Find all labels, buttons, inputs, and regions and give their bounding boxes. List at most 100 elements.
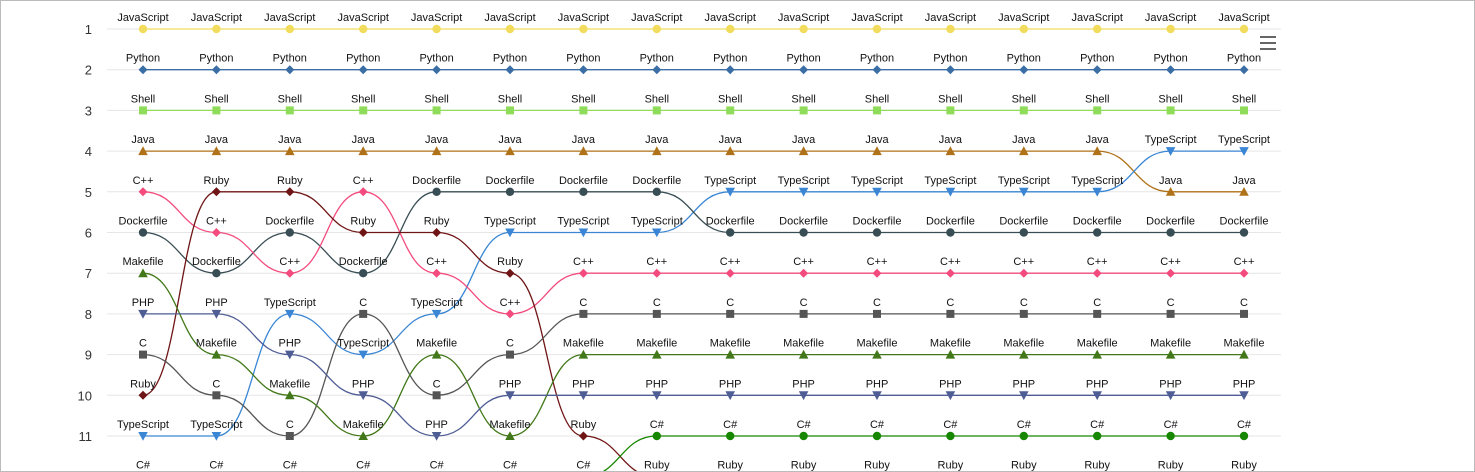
marker-c-13 [1019,309,1028,318]
marker-cpp-3 [285,268,295,278]
data-label-java-8: Java [645,134,669,146]
marker-cpp-10 [799,268,809,278]
marker-javascript-6 [505,24,515,34]
marker-c-6 [506,350,514,359]
data-label-java-6: Java [498,134,522,146]
data-label-php-15: PHP [1159,378,1182,390]
marker-python-15 [1166,65,1176,75]
marker-java-16 [1239,187,1249,196]
chart-menu-icon[interactable] [1260,36,1276,50]
data-label-ruby-8: Ruby [644,460,670,471]
marker-python-3 [285,65,295,75]
marker-dockerfile-1 [138,228,148,237]
marker-php-12 [945,391,956,401]
marker-java-4 [358,146,368,156]
data-label-python-4: Python [346,53,380,65]
data-label-typescript-14: TypeScript [1071,175,1123,187]
data-label-csharp-6: C# [503,460,518,471]
data-label-csharp-10: C# [797,419,812,431]
marker-ruby-4 [358,228,368,237]
marker-dockerfile-8 [652,187,661,196]
marker-ruby-5 [432,228,442,237]
marker-makefile-15 [1165,349,1176,359]
data-label-java-14: Java [1086,134,1110,146]
data-label-csharp-2: C# [209,460,224,471]
marker-java-5 [431,146,442,156]
marker-php-5 [431,432,442,441]
data-label-csharp-1: C# [136,460,151,471]
data-label-ruby-4: Ruby [350,216,376,228]
data-label-csharp-16: C# [1237,419,1252,431]
data-label-cpp-10: C++ [793,256,814,268]
data-label-typescript-10: TypeScript [778,175,830,187]
data-label-shell-2: Shell [204,93,228,105]
data-label-java-7: Java [572,134,596,146]
data-label-java-9: Java [719,134,743,146]
data-label-makefile-2: Makefile [196,338,237,350]
marker-cpp-13 [1019,268,1029,278]
marker-python-1 [138,65,148,75]
marker-javascript-2 [212,24,221,34]
marker-python-7 [578,65,588,75]
data-label-dockerfile-9: Dockerfile [706,216,755,228]
marker-java-6 [505,146,515,156]
data-label-dockerfile-7: Dockerfile [559,175,608,187]
data-label-csharp-12: C# [943,419,958,431]
data-label-python-5: Python [419,53,453,65]
y-tick-7: 7 [85,266,92,281]
data-label-java-3: Java [278,134,302,146]
marker-dockerfile-2 [212,269,221,278]
data-label-typescript-6: TypeScript [484,216,536,228]
marker-javascript-7 [579,24,588,34]
data-label-csharp-9: C# [723,419,738,431]
marker-csharp-16 [1239,431,1249,441]
marker-typescript-6 [505,228,515,238]
marker-dockerfile-4 [359,269,368,278]
marker-javascript-13 [1019,24,1028,34]
data-label-ruby-6: Ruby [497,256,523,268]
data-label-makefile-9: Makefile [710,338,751,350]
data-label-python-16: Python [1227,53,1261,65]
marker-makefile-5 [431,349,442,359]
marker-makefile-3 [285,390,295,400]
data-label-javascript-1: JavaScript [117,12,168,24]
data-label-csharp-15: C# [1164,419,1179,431]
marker-shell-3 [285,106,294,115]
series-line-ruby [142,191,638,471]
marker-javascript-16 [1239,24,1249,34]
data-label-c-6: C [506,338,514,350]
marker-php-6 [505,391,515,401]
data-label-java-2: Java [205,134,229,146]
marker-c-10 [799,309,808,318]
series-markers [138,24,1249,441]
data-label-cpp-13: C++ [1013,256,1034,268]
data-label-csharp-5: C# [430,460,445,471]
marker-typescript-13 [1019,187,1029,197]
marker-c-3 [285,432,294,440]
marker-typescript-16 [1239,147,1249,156]
data-label-makefile-3: Makefile [269,378,310,390]
marker-java-13 [1019,146,1029,156]
data-label-shell-3: Shell [278,93,302,105]
data-label-ruby-9: Ruby [717,460,743,471]
data-label-c-12: C [946,297,954,309]
marker-javascript-10 [799,24,808,34]
marker-java-12 [945,146,956,156]
data-label-c-14: C [1093,297,1101,309]
marker-typescript-2 [211,432,222,441]
data-label-ruby-5: Ruby [424,216,450,228]
data-label-makefile-13: Makefile [1003,338,1044,350]
data-label-java-5: Java [425,134,449,146]
data-label-csharp-8: C# [650,419,665,431]
data-label-c-11: C [873,297,881,309]
marker-php-9 [725,391,735,401]
marker-dockerfile-16 [1239,228,1249,237]
data-label-csharp-13: C# [1017,419,1032,431]
data-label-typescript-12: TypeScript [924,175,976,187]
data-label-dockerfile-12: Dockerfile [926,216,975,228]
marker-java-8 [652,146,662,156]
data-label-ruby-11: Ruby [864,460,890,471]
data-label-python-9: Python [713,53,747,65]
marker-typescript-11 [872,187,882,197]
